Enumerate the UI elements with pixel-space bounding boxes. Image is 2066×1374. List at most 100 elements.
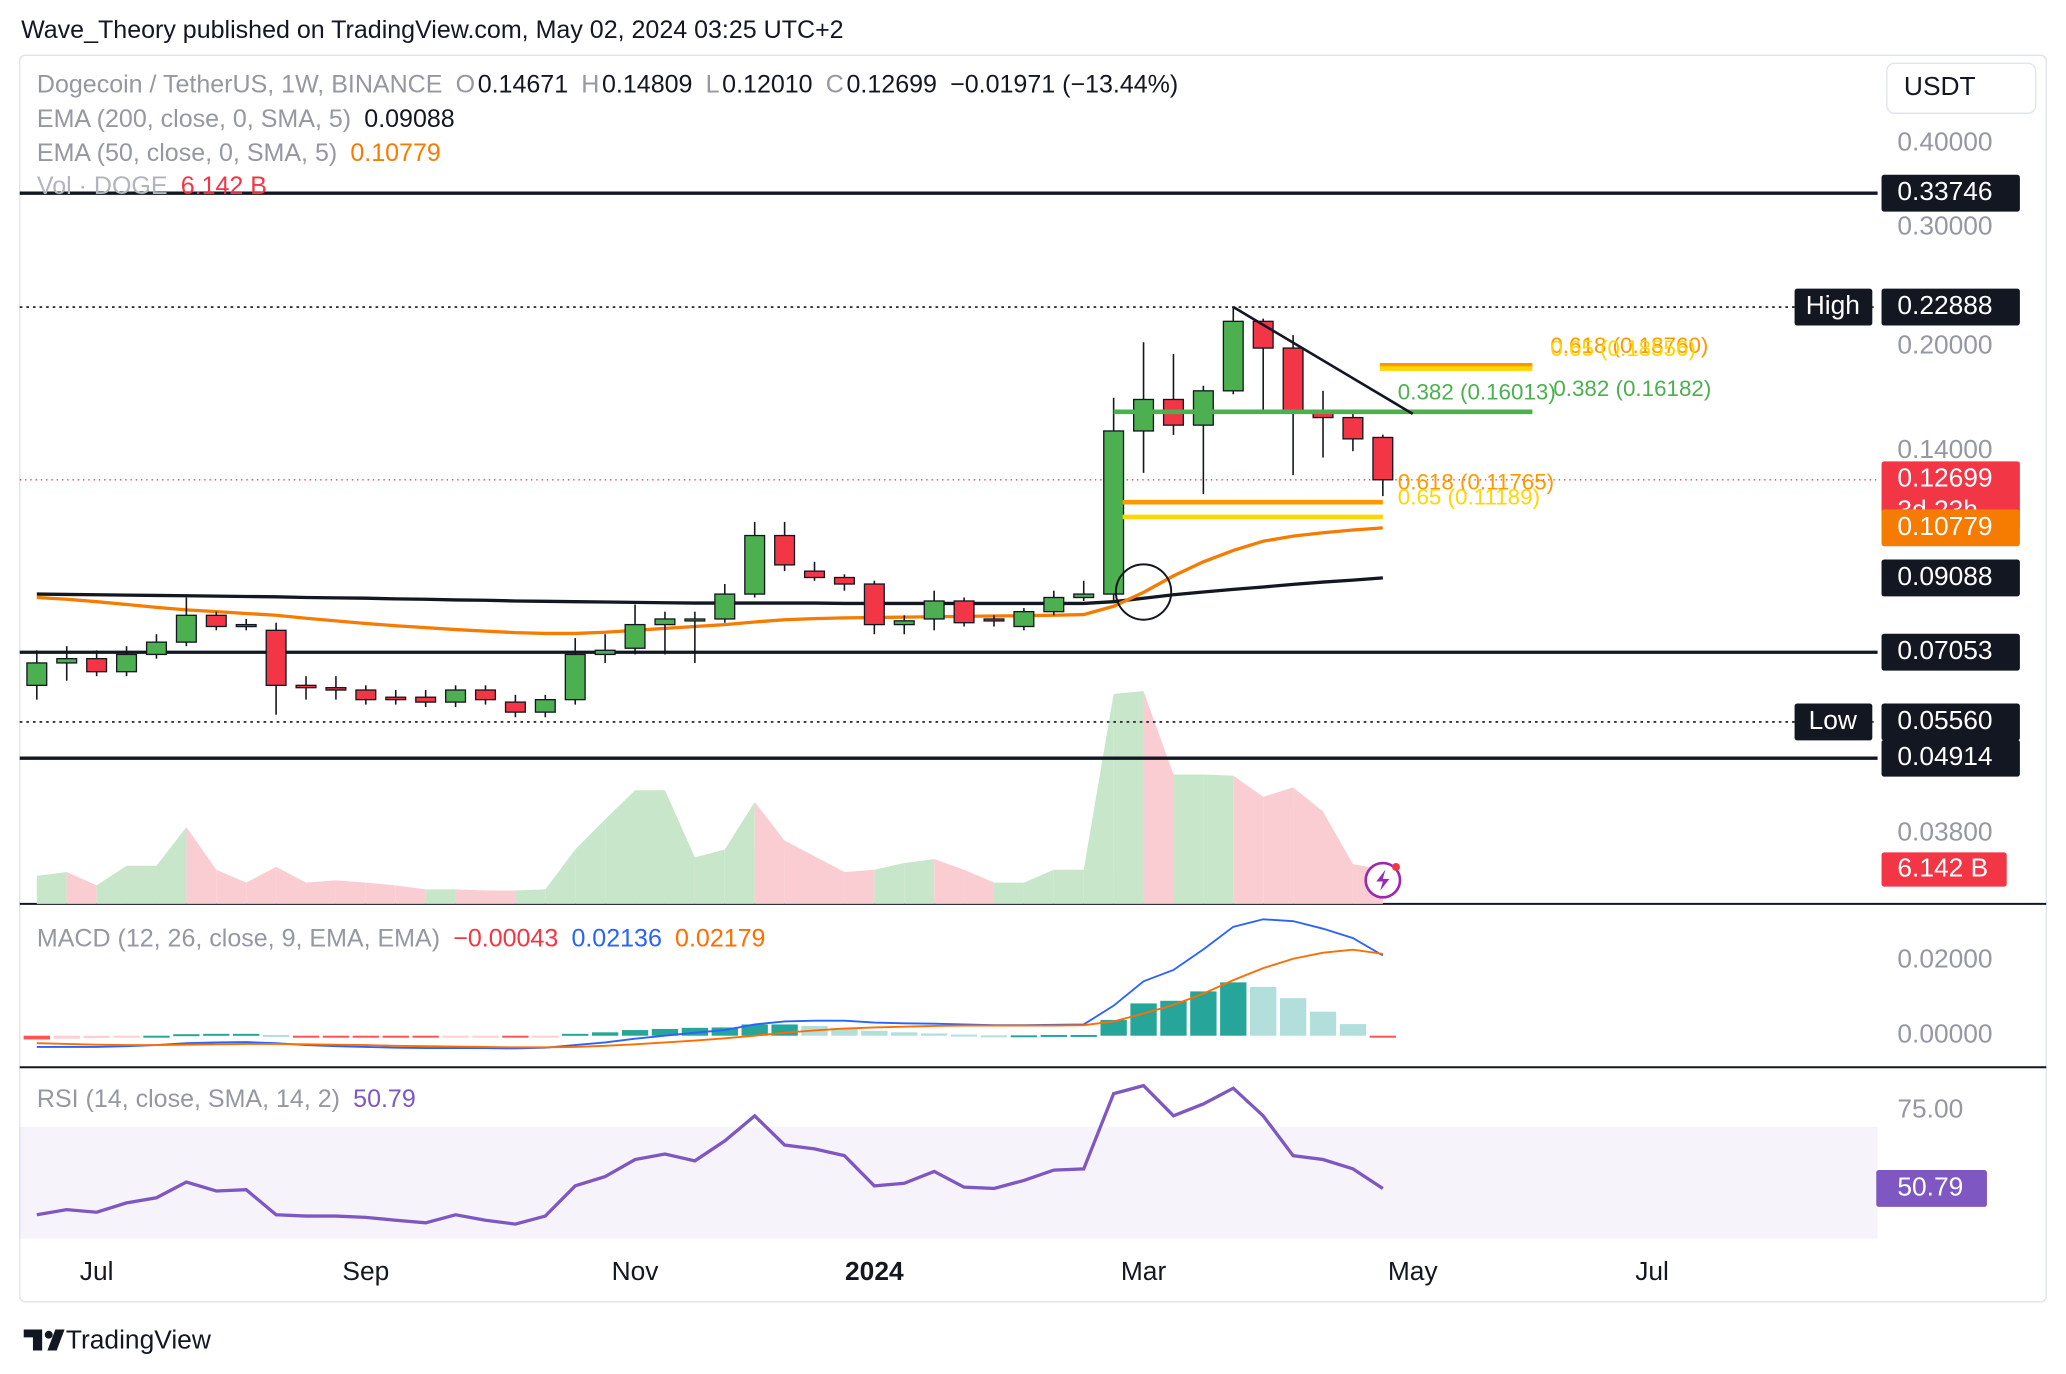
volume-area: [1173, 774, 1204, 904]
candle-body: [504, 701, 526, 713]
highlight-circle: [1114, 563, 1173, 621]
volume-area: [754, 801, 785, 904]
legend-value: 0.14809: [602, 70, 692, 98]
macd-histogram-bar: [173, 1034, 200, 1037]
candle-body: [1133, 398, 1155, 432]
volume-area: [904, 859, 935, 904]
candle-body: [893, 620, 915, 626]
macd-histogram-bar: [322, 1035, 350, 1038]
macd-tick-label: 0.02000: [1897, 944, 1992, 974]
legend-line: RSI (14, close, SMA, 14, 2) 50.79: [37, 1085, 416, 1113]
macd-histogram-bar: [1220, 982, 1247, 1036]
legend-value: 50.79: [353, 1085, 416, 1113]
macd-histogram-bar: [83, 1035, 110, 1038]
rsi-line: [36, 1083, 1384, 1226]
candle-body: [355, 689, 377, 701]
candle-body: [774, 534, 796, 566]
volume-area: [1113, 691, 1144, 904]
ema-tag-bg: [1881, 509, 2020, 547]
candle-body: [1073, 593, 1095, 599]
candle-body: [1043, 596, 1065, 613]
volume-area: [814, 856, 845, 904]
volume-area: [724, 801, 755, 904]
level-tag-bg: [1881, 288, 2020, 326]
candle-body: [86, 658, 108, 673]
ema-tag-label: 0.09088: [1897, 561, 1992, 591]
macd-histogram-bar: [950, 1034, 978, 1037]
volume-area: [306, 880, 336, 904]
candle-body: [1282, 347, 1304, 413]
volume-area: [126, 865, 157, 904]
macd-histogram-bar: [562, 1033, 589, 1036]
macd-histogram-bar: [23, 1035, 50, 1040]
level-tag-bg: [1881, 739, 2020, 777]
candle-body: [654, 618, 676, 626]
volume-area: [993, 882, 1024, 904]
candle-body: [534, 698, 556, 713]
candle-body: [803, 570, 826, 579]
candle-body: [1192, 390, 1214, 426]
candle-body: [56, 658, 78, 664]
candle-body: [26, 662, 48, 686]
level-tag-bg: [1881, 174, 2020, 212]
volume-area: [605, 790, 636, 904]
macd-histogram-bar: [203, 1033, 230, 1036]
x-tick-label: Jul: [80, 1256, 114, 1286]
level-tag-bg: [1881, 703, 2020, 741]
volume-area: [66, 871, 97, 904]
candle-body: [744, 534, 766, 595]
currency-button[interactable]: [1886, 62, 2037, 114]
fib-label: 0.618 (0.18760): [1550, 333, 1708, 358]
macd-histogram-bar: [1339, 1024, 1367, 1036]
macd-histogram-bar: [442, 1035, 469, 1038]
volume-area: [1143, 691, 1174, 904]
macd-histogram-bar: [920, 1033, 948, 1036]
candle-body: [863, 583, 885, 626]
candle-body: [953, 600, 975, 624]
macd-histogram-bar: [1309, 1011, 1337, 1036]
logo-mark: [23, 1329, 65, 1351]
legend-name: RSI (14, close, SMA, 14, 2): [37, 1085, 340, 1113]
legend-name: EMA (200, close, 0, SMA, 5): [37, 105, 351, 133]
volume-area: [156, 827, 187, 904]
y-tick-label: 0.30000: [1897, 211, 1992, 241]
macd-histogram-bar: [292, 1035, 320, 1038]
level-label: 0.33746: [1897, 176, 1992, 206]
macd-histogram-bar: [352, 1035, 380, 1038]
legend-line: Vol · DOGE 6.142 B: [37, 172, 267, 200]
fib-label: 0.382 (0.16182): [1553, 376, 1711, 401]
legend-name: Vol · DOGE: [37, 172, 168, 200]
legend-name: MACD (12, 26, close, 9, EMA, EMA): [37, 924, 440, 952]
candle-body: [385, 696, 407, 701]
trendline: [1232, 305, 1414, 416]
candle-body: [295, 684, 317, 689]
macd-histogram-bar: [980, 1035, 1008, 1038]
macd-histogram-bar: [741, 1024, 768, 1036]
volume-area: [365, 882, 396, 904]
candle-body: [205, 614, 227, 628]
currency-label[interactable]: USDT: [1904, 71, 1976, 101]
legend-line: EMA (50, close, 0, SMA, 5) 0.10779: [37, 139, 441, 167]
volume-area: [335, 880, 366, 904]
macd-histogram-bar: [711, 1027, 738, 1036]
volume-area: [1203, 774, 1234, 904]
x-tick-label: Mar: [1121, 1256, 1167, 1286]
macd-histogram-bar: [1040, 1034, 1067, 1037]
volume-area: [1083, 693, 1114, 904]
macd-histogram-bar: [771, 1024, 798, 1036]
y-tick-label: 0.03800: [1897, 817, 1992, 847]
macd-histogram-bar: [53, 1035, 80, 1039]
level-name: Low: [1809, 705, 1858, 735]
volume-area: [36, 871, 67, 904]
volume-area: [874, 862, 905, 904]
rsi-tag-label: 50.79: [1897, 1171, 1963, 1201]
legend-line: Dogecoin / TetherUS, 1W, BINANCE O 0.14671…: [37, 70, 1178, 98]
x-tick-label: Jul: [1635, 1256, 1669, 1286]
fib-label: 0.65 (0.18556): [1550, 336, 1696, 361]
ema-line: [36, 576, 1383, 606]
legend-key: L: [706, 70, 720, 98]
macd-histogram-bar: [233, 1033, 260, 1036]
macd-histogram-bar: [143, 1035, 170, 1038]
